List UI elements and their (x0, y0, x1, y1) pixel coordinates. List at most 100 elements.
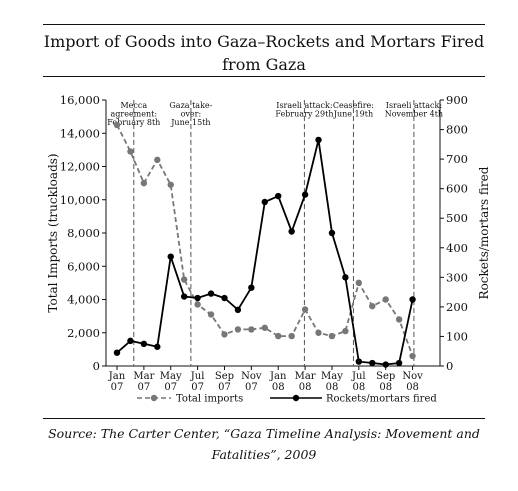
x-tick-label: 08 (379, 382, 392, 393)
event-label: agreement: (111, 110, 158, 119)
data-point-rockets (180, 293, 188, 300)
x-tick-label: 07 (138, 382, 151, 393)
data-point-imports (113, 121, 121, 129)
event-label: over: (181, 110, 202, 119)
data-point-rockets (395, 359, 403, 367)
legend-swatch-marker (150, 394, 158, 402)
right-tick-label: 700 (446, 152, 468, 166)
right-tick-label: 100 (446, 329, 468, 343)
x-tick-label: 08 (299, 382, 312, 393)
event-label: November 4th (385, 110, 443, 119)
left-tick-label: 14,000 (60, 126, 100, 140)
data-point-imports (248, 326, 255, 333)
x-tick-label: 07 (164, 382, 177, 393)
y2-axis-title: Rockets/mortars fired (477, 166, 491, 299)
data-point-imports (315, 329, 322, 336)
data-point-rockets (275, 192, 282, 200)
data-point-rockets (207, 290, 215, 297)
data-point-rockets (221, 294, 228, 302)
plot-area: 0 2,000 4,000 6,000 8,000 10,000 12,000 14,000 1… (46, 93, 491, 405)
data-point-rockets (194, 294, 201, 302)
right-tick-label: 600 (446, 182, 468, 196)
data-point-rockets (409, 296, 416, 303)
data-point-imports (234, 326, 242, 333)
data-point-imports (127, 148, 134, 155)
data-point-imports (301, 306, 309, 313)
data-point-rockets (234, 306, 242, 314)
event-label: Mecca (120, 101, 147, 110)
data-point-rockets (154, 343, 161, 350)
data-point-rockets (328, 229, 336, 237)
event-label: Israeli attack: (386, 101, 442, 110)
chart: 0 2,000 4,000 6,000 8,000 10,000 12,000 14,000 1… (46, 93, 491, 405)
data-point-imports (180, 276, 188, 283)
data-point-imports (395, 316, 403, 323)
data-point-imports (409, 352, 416, 360)
data-point-rockets (315, 136, 322, 144)
x-tick-label: 07 (191, 382, 204, 393)
x-tick-label: Jan (269, 371, 287, 382)
right-tick-label: 200 (446, 300, 468, 314)
data-point-rockets (342, 274, 349, 281)
data-point-imports (382, 296, 389, 303)
x-tick-label: Jan (108, 371, 126, 382)
event-label: Gaza take- (169, 101, 212, 110)
right-tick-label: 900 (446, 93, 468, 107)
data-point-rockets (248, 284, 255, 291)
data-point-rockets (127, 337, 134, 345)
left-tick-label: 16,000 (60, 93, 100, 107)
source-note: Source: The Carter Center, “Gaza Timelin… (48, 426, 480, 462)
series-line-imports (116, 124, 414, 357)
event-label: Israeli attack: (276, 101, 332, 110)
data-point-imports (342, 327, 349, 335)
right-tick-label: 300 (446, 270, 468, 284)
x-tick-label: 07 (111, 382, 124, 393)
x-tick-label: Nov (402, 371, 423, 382)
data-point-rockets (301, 191, 309, 198)
left-tick-label: 6,000 (67, 259, 100, 273)
top-rule (43, 24, 485, 25)
right-tick-label: 0 (446, 359, 453, 373)
left-tick-label: 12,000 (60, 160, 100, 174)
data-point-rockets (369, 359, 376, 367)
x-tick-label: 08 (352, 382, 365, 393)
left-tick-label: 10,000 (60, 193, 100, 207)
data-point-rockets (382, 361, 389, 368)
x-tick-label: Jul (190, 371, 205, 382)
x-tick-label: May (321, 371, 343, 382)
event-label: February 8th (107, 118, 160, 127)
right-tick-label: 800 (446, 123, 468, 137)
data-point-imports (288, 332, 295, 340)
data-point-rockets (355, 358, 363, 365)
data-point-imports (355, 279, 363, 287)
title-rule (43, 76, 485, 77)
x-tick-label: May (160, 371, 182, 382)
data-point-imports (275, 332, 282, 340)
data-point-rockets (288, 228, 295, 235)
event-label: June 15th (170, 118, 210, 127)
bottom-rule (43, 418, 485, 419)
data-point-rockets (167, 253, 174, 260)
left-tick-label: 0 (93, 359, 100, 373)
x-tick-label: Jul (351, 371, 366, 382)
x-tick-label: 08 (272, 382, 285, 393)
right-tick-label: 400 (446, 241, 468, 255)
data-point-imports (207, 311, 215, 318)
data-point-imports (328, 332, 336, 340)
event-label: February 29th (275, 110, 333, 119)
x-tick-label: Mar (133, 371, 154, 382)
data-point-imports (194, 301, 201, 308)
data-point-imports (221, 331, 228, 338)
event-label: Ceasefire: (333, 101, 374, 110)
data-point-imports (261, 324, 268, 331)
left-tick-label: 4,000 (67, 293, 100, 307)
x-tick-label: Sep (376, 371, 395, 382)
data-point-imports (154, 156, 161, 164)
x-tick-label: Sep (215, 371, 234, 382)
data-point-rockets (113, 349, 121, 356)
event-label: June 19th (333, 110, 373, 119)
chart-title: Import of Goods into Gaza–Rockets and Mo… (43, 32, 485, 74)
x-tick-label: 07 (245, 382, 258, 393)
right-tick-label: 500 (446, 211, 468, 225)
x-tick-label: 08 (326, 382, 339, 393)
